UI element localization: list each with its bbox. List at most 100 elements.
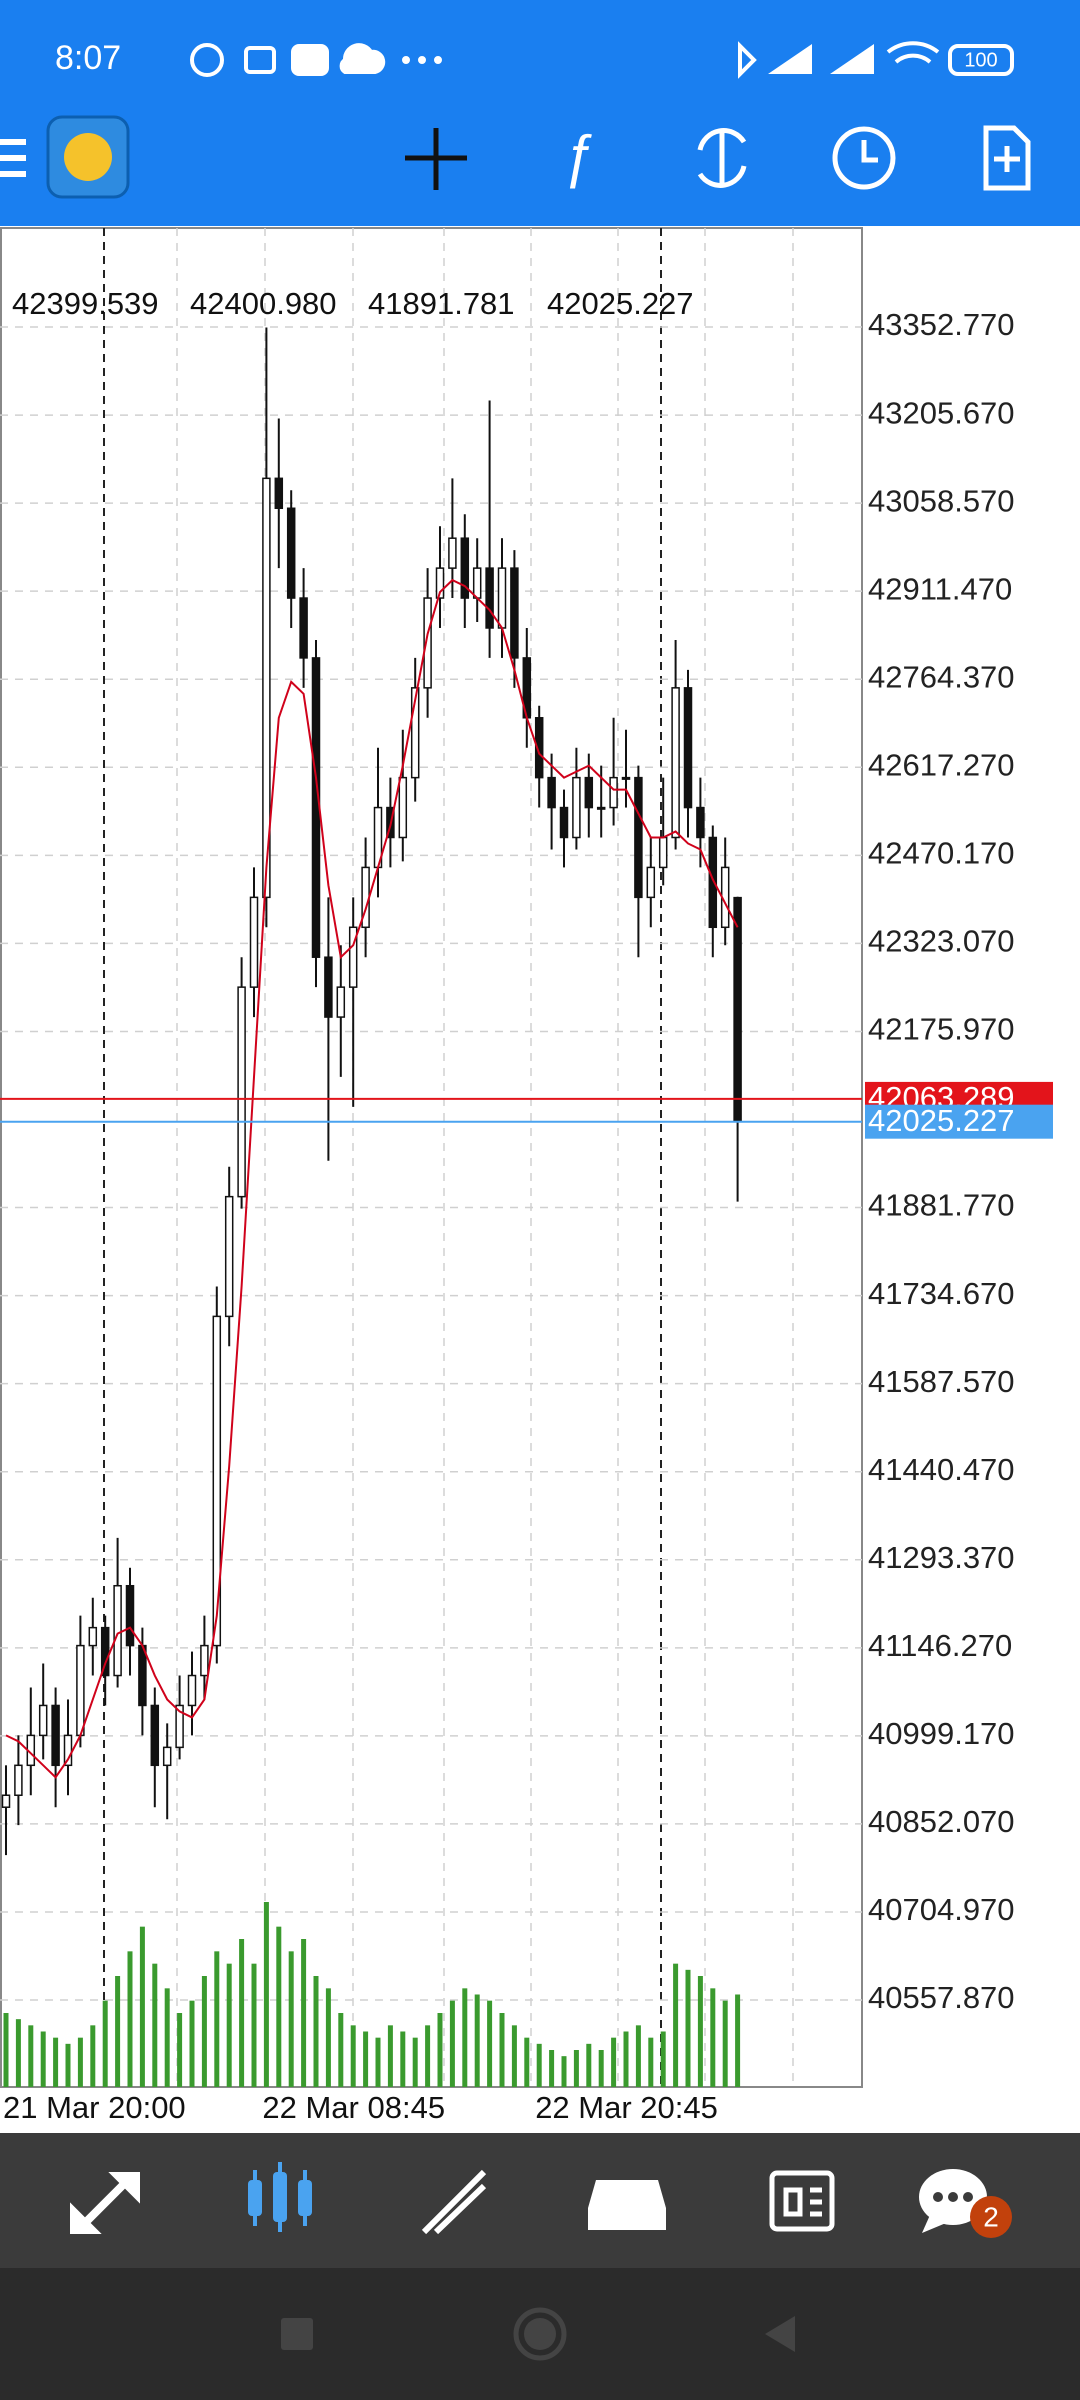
candle-body [671,687,680,839]
volume-bar [239,1939,245,2087]
candle-body [125,1584,135,1647]
candle-body [621,776,631,780]
history-tab[interactable] [588,2180,666,2230]
x-tick-label: 22 Mar 08:45 [262,2090,445,2125]
candle-body [336,986,346,1018]
ohlc-value: 42400.980 [190,286,337,321]
candle-body [200,1644,209,1677]
candle-body [162,1746,172,1767]
volume-bar [288,1951,294,2087]
volume-bar [115,1976,121,2087]
news-tab[interactable] [769,2170,835,2232]
y-tick-label: 41146.270 [868,1628,1012,1663]
candle-body [299,597,308,659]
candle-body [1,1794,11,1808]
candle-body [658,836,668,869]
volume-bar [301,1939,307,2087]
new-order-button[interactable] [983,125,1031,191]
y-tick-label: 42764.370 [868,659,1015,694]
badge-count: 2 [983,2201,999,2232]
volume-bar [412,2037,418,2087]
volume-bar [685,1969,691,2087]
messages-tab[interactable] [919,2169,987,2233]
volume-bar [164,1988,170,2087]
volume-bar [90,2025,96,2087]
candle-body [187,1674,197,1707]
volume-bar [338,2013,344,2087]
top-bar [0,0,1080,226]
candle-body [212,1315,222,1647]
volume-bar [189,2000,195,2087]
candle-body [448,537,457,569]
volume-bar [735,1994,741,2087]
status-time: 8:07 [55,39,121,77]
candle-body [113,1584,122,1677]
candle-body [423,597,432,689]
candle-body [398,776,408,839]
chart-tab[interactable] [248,2162,312,2232]
app-logo-mark [64,133,112,181]
candle-body [534,717,544,779]
volume-bar [102,2000,108,2087]
candle-body [63,1734,73,1767]
history-button[interactable] [832,126,896,190]
candle-body [51,1704,60,1767]
volume-bar [53,2037,59,2087]
ohlc-value: 42025.227 [547,286,694,321]
volume-bar [710,1988,716,2087]
menu-button[interactable] [0,139,26,177]
y-tick-label: 43352.770 [868,307,1015,342]
volume-bar [139,1926,145,2087]
volume-bar [611,2037,617,2087]
volume-bar [251,1963,257,2087]
recents-button[interactable] [281,2318,313,2350]
volume-bar [462,1988,468,2087]
volume-bar [375,2037,381,2087]
volume-bar [226,1963,232,2087]
crosshair-button[interactable] [405,128,467,190]
candle-body [547,776,556,809]
indicators-button[interactable]: ƒ [562,123,594,188]
volume-bar [623,2031,629,2087]
candle-body [274,477,284,510]
volume-bar [524,2037,530,2087]
home-button[interactable] [513,2307,567,2361]
candle-body [237,986,246,1198]
volume-bar [3,2013,9,2087]
candle-body [460,537,470,599]
volume-bar [127,1951,133,2087]
volume-bar [28,2025,34,2087]
volume-bar [263,1902,269,2087]
candle-body [683,687,693,809]
trade-tab[interactable] [421,2169,487,2235]
candle-body [138,1644,147,1707]
volume-bar [325,1988,331,2087]
status-icons [190,41,1014,79]
volume-bar [400,2031,406,2087]
y-tick-label: 43205.670 [868,395,1015,430]
candle-body [286,507,296,599]
y-tick-label: 42911.470 [868,571,1012,606]
ohlc-value: 41891.781 [368,286,515,321]
back-button[interactable] [765,2316,795,2352]
trade-button[interactable] [697,128,747,188]
volume-bar [214,1951,220,2087]
status-battery: 100 [964,49,997,71]
volume-bar [722,2000,728,2087]
candle-body [38,1704,48,1737]
bid-label: 42025.227 [868,1103,1015,1138]
candle-body [646,866,656,899]
candle-body [696,806,705,839]
volume-bar [697,1976,703,2087]
volume-bar [635,2025,641,2087]
volume-bar [425,2025,431,2087]
volume-bar [40,2031,46,2087]
candle-body [572,776,581,839]
candle-body [708,836,718,929]
candle-body [435,567,445,599]
quotes-tab[interactable] [70,2172,140,2234]
y-tick-label: 41734.670 [868,1276,1015,1311]
volume-bar [201,1976,207,2087]
y-tick-label: 41293.370 [868,1540,1015,1575]
